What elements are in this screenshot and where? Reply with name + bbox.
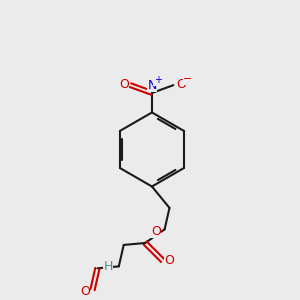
Text: +: +	[154, 75, 162, 85]
Text: H: H	[103, 260, 113, 273]
Text: O: O	[119, 78, 129, 91]
Text: O: O	[176, 78, 186, 91]
Text: O: O	[164, 254, 174, 267]
Text: N: N	[147, 79, 157, 92]
Text: O: O	[80, 285, 90, 298]
Text: O: O	[151, 225, 161, 238]
Text: −: −	[183, 74, 193, 84]
